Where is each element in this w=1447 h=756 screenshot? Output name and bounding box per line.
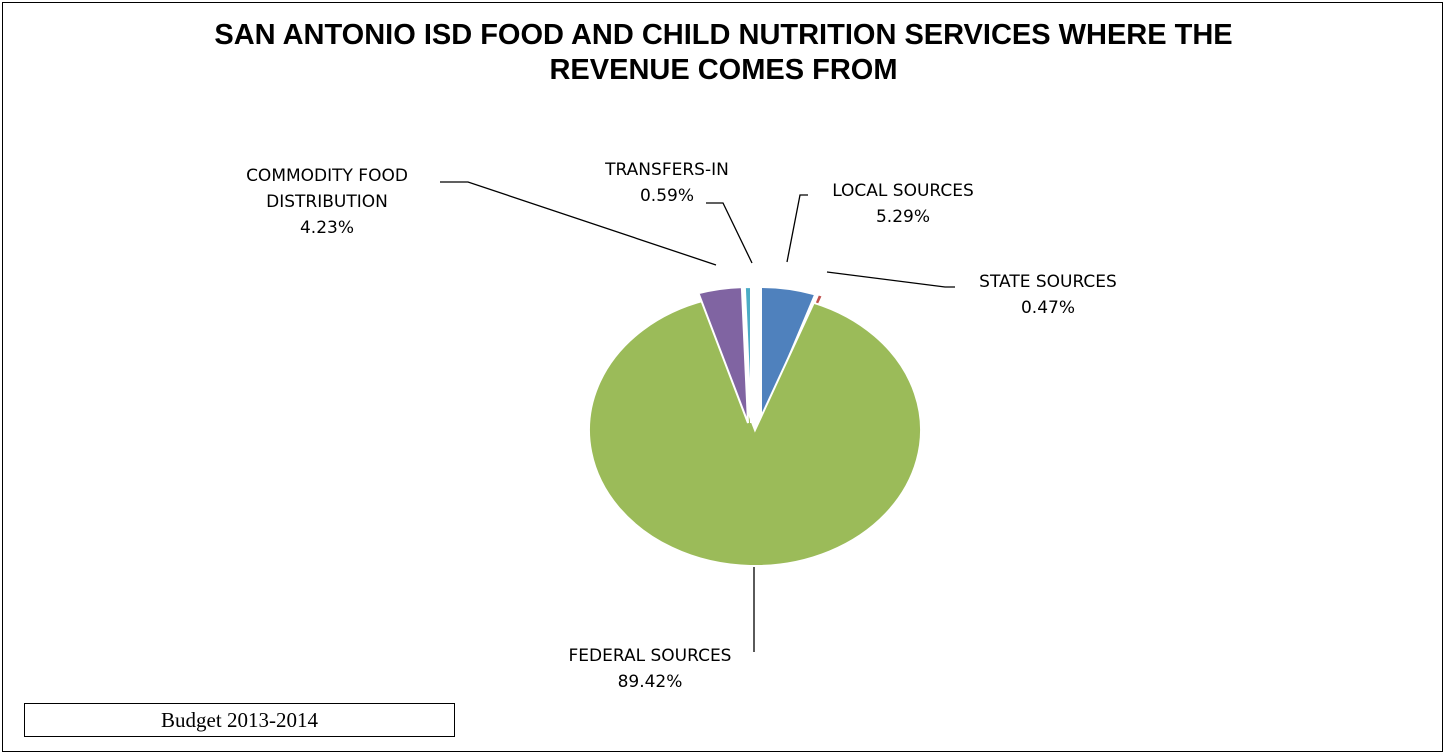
data-label-commodity-food-distribution: COMMODITY FOOD DISTRIBUTION 4.23% <box>246 166 408 238</box>
chart-title-line-1: SAN ANTONIO ISD FOOD AND CHILD NUTRITION… <box>214 19 1233 51</box>
pie-slice-federal-sources <box>588 298 922 567</box>
pie-slice-transfers-in <box>743 285 752 424</box>
leader-line <box>786 194 808 263</box>
data-label-state-sources: STATE SOURCES 0.47% <box>979 272 1117 318</box>
chart-title: SAN ANTONIO ISD FOOD AND CHILD NUTRITION… <box>0 18 1447 88</box>
leader-line <box>826 271 955 288</box>
data-label-transfers-in: TRANSFERS-IN 0.59% <box>604 160 729 206</box>
budget-footnote: Budget 2013-2014 <box>24 703 455 737</box>
data-label-federal-sources: FEDERAL SOURCES 89.42% <box>569 646 732 692</box>
chart-title-line-2: REVENUE COMES FROM <box>549 53 898 86</box>
leader-line <box>440 181 717 266</box>
leader-line <box>706 202 753 264</box>
data-label-local-sources: LOCAL SOURCES 5.29% <box>832 181 974 227</box>
pie-slice-commodity-food-distribution <box>697 286 749 424</box>
